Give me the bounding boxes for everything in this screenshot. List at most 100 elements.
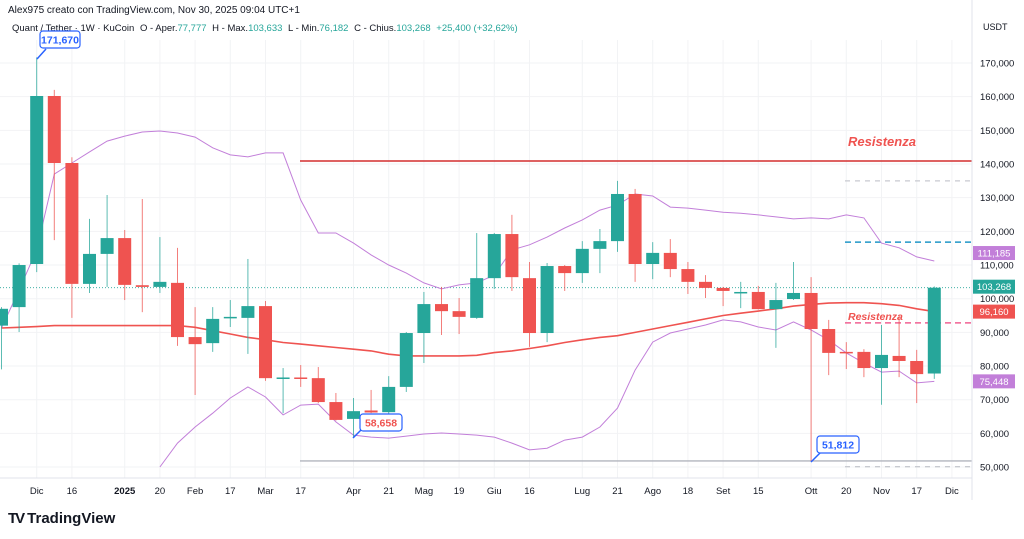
candle-body xyxy=(505,234,519,278)
candle-body xyxy=(540,266,554,334)
price-tick-label: 70,000 xyxy=(980,395,1009,406)
tradingview-logo-icon: TV xyxy=(8,510,25,527)
candle-body xyxy=(47,95,61,163)
open-label: O - Aper. xyxy=(139,23,178,34)
callout-low-2[interactable]: 51,812 xyxy=(810,435,860,463)
candle-up xyxy=(206,307,220,352)
time-tick-label: 17 xyxy=(225,486,236,497)
time-tick-label: 19 xyxy=(454,486,465,497)
candle-down xyxy=(435,286,448,336)
candle-body xyxy=(382,386,396,413)
candle-down xyxy=(751,285,765,310)
price-tick-label: 140,000 xyxy=(980,160,1014,171)
candle-body xyxy=(171,282,184,338)
time-tick-label: Feb xyxy=(187,486,203,497)
candle-up xyxy=(611,180,624,252)
candle-body xyxy=(663,252,677,270)
time-tick-label: Nov xyxy=(873,486,890,497)
price-tag-label: 75,448 xyxy=(979,377,1008,388)
callout-pointer xyxy=(810,452,821,463)
candle-up xyxy=(276,368,290,414)
symbol-legend: Quant / Tether · 1W · KuCoin O - Aper.77… xyxy=(12,23,521,34)
candle-body xyxy=(628,193,642,265)
candle-body xyxy=(734,291,748,294)
price-tag-bg xyxy=(973,246,1015,261)
candle-down xyxy=(716,286,730,307)
candle-body xyxy=(487,234,501,279)
candle-body xyxy=(716,287,730,291)
candle-body xyxy=(0,308,8,326)
candle-body xyxy=(100,238,114,254)
callout-box xyxy=(39,30,81,49)
candle-down xyxy=(839,342,853,370)
candle-up xyxy=(241,258,255,354)
price-tick-label: 90,000 xyxy=(980,328,1009,339)
candle-up xyxy=(30,57,44,273)
time-tick-label: Dic xyxy=(945,486,959,497)
tradingview-logo-text: TradingView xyxy=(27,510,116,527)
price-tag: 96,160 xyxy=(973,304,1015,319)
candle-body xyxy=(646,252,660,265)
time-tick-label: Ott xyxy=(805,486,818,497)
time-tick-label: 16 xyxy=(67,486,78,497)
candle-body xyxy=(347,411,360,419)
candle-down xyxy=(663,239,677,278)
low-label: L - Min. xyxy=(288,23,320,34)
price-tick-label: 160,000 xyxy=(980,92,1014,103)
close-value: 103,268 xyxy=(396,23,431,34)
symbol-name[interactable]: Quant / Tether · 1W · KuCoin xyxy=(12,23,135,34)
price-tag-label: 103,268 xyxy=(977,282,1011,293)
time-tick-label: 16 xyxy=(524,486,535,497)
candle-body xyxy=(276,377,290,379)
bollinger-upper-line xyxy=(1,130,935,329)
time-tick-label: 2025 xyxy=(114,486,136,497)
grid xyxy=(0,40,972,478)
candle-body xyxy=(593,241,607,249)
candle-body xyxy=(681,269,695,282)
time-axis[interactable]: Dic 16 2025 20 Feb 17 Mar 17 Apr 21 Mag 19 Giu 16 Lug 2… xyxy=(30,486,959,497)
candle-body xyxy=(417,304,431,334)
candle-down xyxy=(628,188,642,282)
price-tick-label: 150,000 xyxy=(980,126,1014,137)
price-tick-label: 60,000 xyxy=(980,429,1009,440)
candle-body xyxy=(223,316,237,319)
candle-body xyxy=(822,328,836,353)
resistance-minor-label: Resistenza xyxy=(848,311,903,323)
price-tag: 111,185 xyxy=(973,246,1015,261)
price-tick-label: 100,000 xyxy=(980,294,1014,305)
change-value: +25,400 (+32,62%) xyxy=(436,23,518,34)
high-label: H - Max. xyxy=(212,23,249,34)
candle-body xyxy=(364,410,378,413)
candle-body xyxy=(83,253,96,284)
callout-low-1[interactable]: 58,658 xyxy=(352,413,403,439)
candle-down xyxy=(505,214,519,291)
time-tick-label: Giu xyxy=(487,486,502,497)
price-tick-label: 120,000 xyxy=(980,227,1014,238)
candle-body xyxy=(188,337,202,345)
candle-up xyxy=(487,233,501,289)
candle-up xyxy=(0,307,8,370)
candle-body xyxy=(118,238,132,285)
candle-body xyxy=(910,360,924,375)
tradingview-logo[interactable]: TV TradingView xyxy=(8,510,115,527)
candle-body xyxy=(65,162,79,284)
candle-down xyxy=(699,275,712,299)
time-tick-label: 20 xyxy=(155,486,166,497)
candle-up xyxy=(223,300,237,327)
candle-body xyxy=(329,402,343,420)
callout-high[interactable]: 171,670 xyxy=(36,30,81,60)
time-tick-label: Lug xyxy=(574,486,590,497)
candle-body xyxy=(875,354,888,369)
candle-body xyxy=(206,318,220,344)
price-axis[interactable]: 50,000 60,000 70,000 80,000 90,000 100,000 110… xyxy=(973,59,1015,474)
candle-body xyxy=(153,281,167,287)
candle-down xyxy=(65,157,79,318)
price-tag-label: 96,160 xyxy=(979,307,1008,318)
plot-area xyxy=(0,57,972,468)
candle-up xyxy=(575,241,589,283)
candle-body xyxy=(259,306,272,379)
candle-body xyxy=(435,304,448,312)
candle-down xyxy=(259,301,272,381)
price-tick-label: 80,000 xyxy=(980,362,1009,373)
